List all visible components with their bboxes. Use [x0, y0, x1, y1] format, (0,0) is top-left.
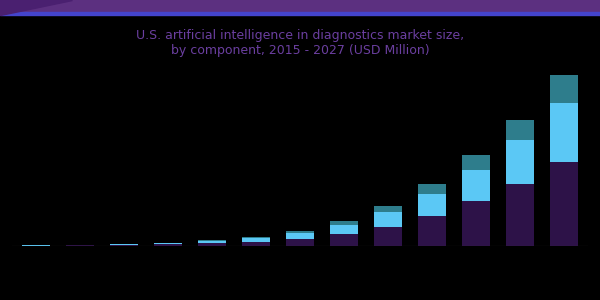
Bar [329, 234, 358, 246]
Bar [374, 206, 402, 212]
Bar [506, 120, 534, 140]
Bar [506, 184, 534, 246]
Text: U.S. artificial intelligence in diagnostics market size,
by component, 2015 - 20: U.S. artificial intelligence in diagnost… [136, 29, 464, 57]
Bar [242, 242, 271, 246]
Bar [0, 0, 600, 12]
Bar [110, 244, 139, 245]
Bar [374, 226, 402, 246]
Bar [550, 162, 578, 246]
Bar [154, 243, 182, 244]
Bar [198, 240, 226, 242]
Bar [461, 170, 490, 201]
Bar [418, 216, 446, 246]
Bar [242, 237, 271, 238]
Bar [286, 231, 314, 233]
Bar [550, 75, 578, 103]
Bar [461, 201, 490, 246]
Bar [329, 220, 358, 225]
Polygon shape [0, 0, 72, 14]
Bar [154, 244, 182, 246]
Bar [198, 242, 226, 244]
Bar [329, 225, 358, 234]
Bar [286, 233, 314, 238]
Bar [198, 244, 226, 246]
Bar [374, 212, 402, 226]
Bar [286, 238, 314, 246]
Bar [110, 245, 139, 246]
Bar [550, 103, 578, 162]
Bar [242, 238, 271, 242]
Bar [418, 184, 446, 194]
Bar [418, 194, 446, 216]
Bar [506, 140, 534, 184]
Bar [0, 12, 600, 14]
Bar [461, 155, 490, 170]
Bar [66, 245, 94, 246]
